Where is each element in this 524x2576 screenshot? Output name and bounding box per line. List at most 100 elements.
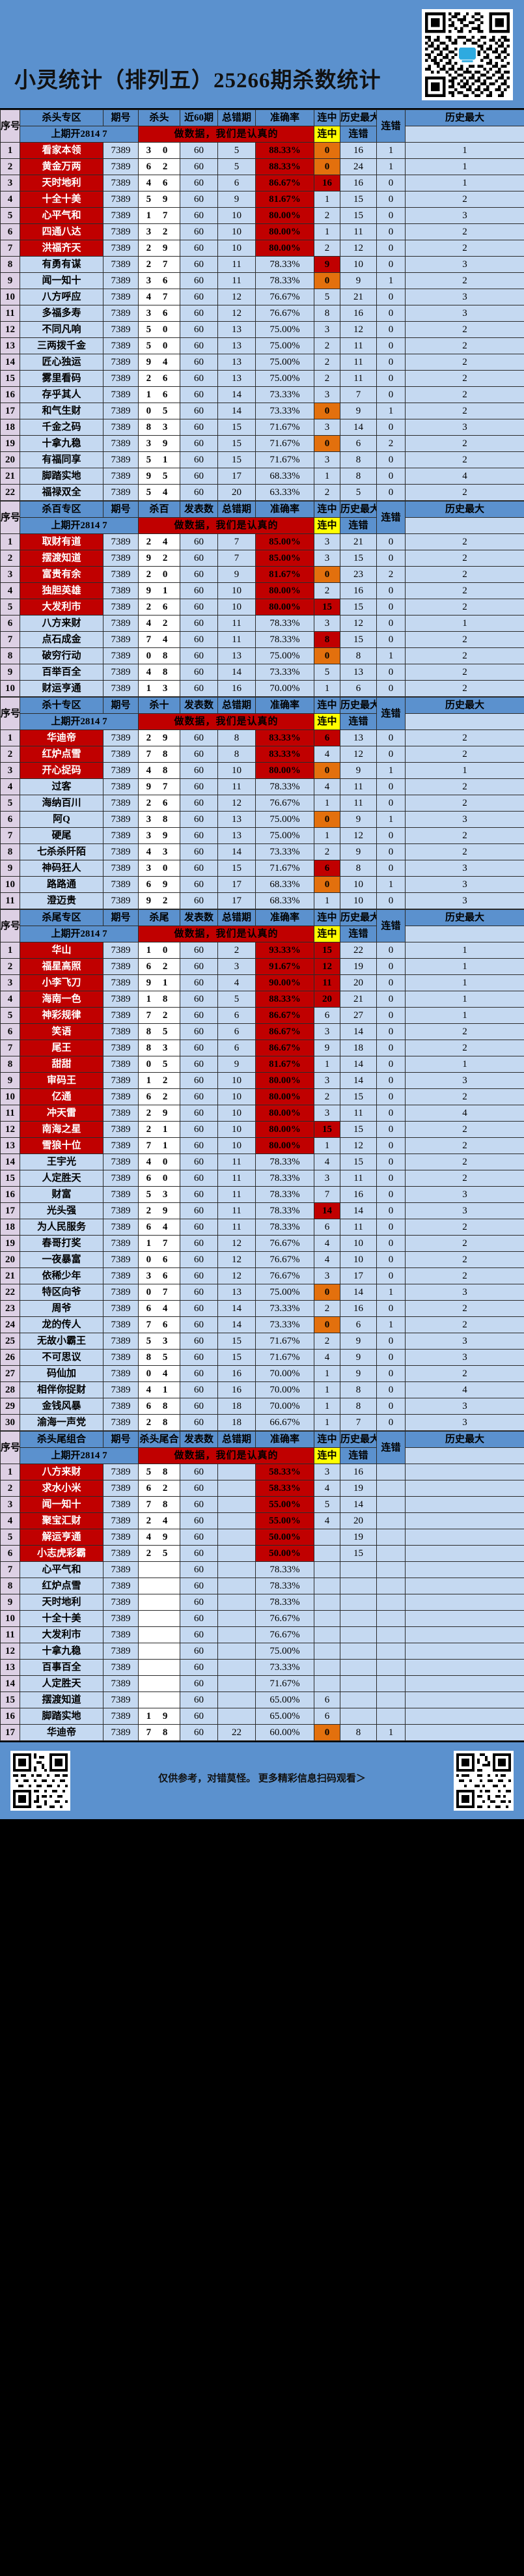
table-row[interactable]: 9 百举百全 7389 4 8 60 14 73.33% 5 13 0 2 <box>0 664 524 681</box>
table-row[interactable]: 17 华迪帝 7389 7 8 60 22 60.00% 0 8 1 <box>0 1724 524 1741</box>
table-row[interactable]: 29 金钱风暴 7389 6 8 60 18 70.00% 1 8 0 3 <box>0 1398 524 1415</box>
table-row[interactable]: 17 和气生财 7389 0 5 60 14 73.33% 0 9 1 2 <box>0 403 524 419</box>
row-expert-name[interactable]: 红炉点雪 <box>20 746 103 763</box>
row-expert-name[interactable]: 闻一知十 <box>20 1496 103 1513</box>
table-row[interactable]: 19 十拿九稳 7389 3 9 60 15 71.67% 0 6 2 2 <box>0 435 524 452</box>
table-row[interactable]: 10 路路通 7389 6 9 60 17 68.33% 0 10 1 3 <box>0 876 524 893</box>
row-expert-name[interactable]: 脚踏实地 <box>20 468 103 485</box>
table-row[interactable]: 7 点石成金 7389 7 4 60 11 78.33% 8 15 0 2 <box>0 631 524 648</box>
table-row[interactable]: 15 人定胜天 7389 6 0 60 11 78.33% 3 11 0 2 <box>0 1170 524 1187</box>
table-row[interactable]: 28 相伴你捉财 7389 4 1 60 16 70.00% 1 8 0 4 <box>0 1381 524 1398</box>
row-expert-name[interactable]: 为人民服务 <box>20 1219 103 1236</box>
row-expert-name[interactable]: 十全十美 <box>20 1610 103 1627</box>
table-row[interactable]: 2 福星高照 7389 6 2 60 3 91.67% 12 19 0 1 <box>0 958 524 975</box>
table-row[interactable]: 10 十全十美 7389 60 76.67% <box>0 1610 524 1627</box>
row-expert-name[interactable]: 海纳百川 <box>20 795 103 812</box>
table-row[interactable]: 6 阿Q 7389 3 8 60 13 75.00% 0 9 1 3 <box>0 811 524 828</box>
table-row[interactable]: 18 为人民服务 7389 6 4 60 11 78.33% 6 11 0 2 <box>0 1219 524 1236</box>
table-row[interactable]: 21 脚踏实地 7389 9 5 60 17 68.33% 1 8 0 4 <box>0 468 524 485</box>
row-expert-name[interactable]: 渝海一声党 <box>20 1414 103 1431</box>
row-expert-name[interactable]: 周爷 <box>20 1300 103 1317</box>
table-row[interactable]: 15 摆渡知道 7389 60 65.00% 6 <box>0 1691 524 1708</box>
row-expert-name[interactable]: 神彩规律 <box>20 1007 103 1024</box>
table-row[interactable]: 6 四通八达 7389 3 2 60 10 80.00% 1 11 0 2 <box>0 223 524 240</box>
table-row[interactable]: 2 红炉点雪 7389 7 8 60 8 83.33% 4 12 0 2 <box>0 746 524 763</box>
table-row[interactable]: 3 富贵有余 7389 2 0 60 9 81.67% 0 23 2 2 <box>0 566 524 583</box>
row-expert-name[interactable]: 百事百全 <box>20 1659 103 1676</box>
row-expert-name[interactable]: 阿Q <box>20 811 103 828</box>
table-row[interactable]: 5 海纳百川 7389 2 6 60 12 76.67% 1 11 0 2 <box>0 795 524 812</box>
row-expert-name[interactable]: 海南一色 <box>20 991 103 1008</box>
row-expert-name[interactable]: 心平气和 <box>20 1561 103 1578</box>
row-expert-name[interactable]: 雪狼十位 <box>20 1137 103 1154</box>
table-row[interactable]: 8 红炉点雪 7389 60 78.33% <box>0 1578 524 1594</box>
row-expert-name[interactable]: 百举百全 <box>20 664 103 681</box>
row-expert-name[interactable]: 多福多寿 <box>20 305 103 322</box>
row-expert-name[interactable]: 审码王 <box>20 1072 103 1089</box>
row-expert-name[interactable]: 洪福齐天 <box>20 240 103 257</box>
row-expert-name[interactable]: 富贵有余 <box>20 566 103 583</box>
table-row[interactable]: 4 过客 7389 9 7 60 11 78.33% 4 11 0 2 <box>0 778 524 795</box>
table-row[interactable]: 12 不同凡响 7389 5 0 60 13 75.00% 3 12 0 2 <box>0 321 524 338</box>
table-row[interactable]: 25 无故小霸王 7389 5 3 60 15 71.67% 2 9 0 3 <box>0 1333 524 1350</box>
qr-code-icon[interactable] <box>422 9 513 100</box>
row-expert-name[interactable]: 大发利市 <box>20 599 103 616</box>
table-row[interactable]: 20 一夜暴富 7389 0 6 60 12 76.67% 4 10 0 2 <box>0 1251 524 1268</box>
row-expert-name[interactable]: 春哥打奖 <box>20 1235 103 1252</box>
row-expert-name[interactable]: 取财有道 <box>20 533 103 550</box>
row-expert-name[interactable]: 脚踏实地 <box>20 1708 103 1725</box>
row-expert-name[interactable]: 人定胜天 <box>20 1675 103 1692</box>
row-expert-name[interactable]: 财运亨通 <box>20 680 103 697</box>
table-row[interactable]: 16 存乎其人 7389 1 6 60 14 73.33% 3 7 0 2 <box>0 386 524 403</box>
row-expert-name[interactable]: 尾王 <box>20 1040 103 1056</box>
table-row[interactable]: 15 雾里看码 7389 2 6 60 13 75.00% 2 11 0 2 <box>0 370 524 387</box>
row-expert-name[interactable]: 澄迈贵 <box>20 892 103 909</box>
table-row[interactable]: 2 求水小米 7389 6 2 60 58.33% 4 19 <box>0 1480 524 1497</box>
row-expert-name[interactable]: 光头强 <box>20 1202 103 1219</box>
row-expert-name[interactable]: 不同凡响 <box>20 321 103 338</box>
row-expert-name[interactable]: 存乎其人 <box>20 386 103 403</box>
table-row[interactable]: 18 千金之码 7389 8 3 60 15 71.67% 3 14 0 3 <box>0 419 524 436</box>
row-expert-name[interactable]: 三两拨千金 <box>20 337 103 354</box>
table-row[interactable]: 11 澄迈贵 7389 9 2 60 17 68.33% 1 10 0 3 <box>0 892 524 909</box>
row-expert-name[interactable]: 小志虎彩霸 <box>20 1545 103 1562</box>
table-row[interactable]: 8 有勇有谋 7389 2 7 60 11 78.33% 9 10 0 3 <box>0 256 524 273</box>
table-row[interactable]: 3 小李飞刀 7389 9 1 60 4 90.00% 11 20 0 1 <box>0 974 524 991</box>
row-expert-name[interactable]: 天时地利 <box>20 175 103 191</box>
row-expert-name[interactable]: 大发利市 <box>20 1626 103 1643</box>
row-expert-name[interactable]: 神码狂人 <box>20 860 103 877</box>
row-expert-name[interactable]: 一夜暴富 <box>20 1251 103 1268</box>
table-row[interactable]: 10 亿通 7389 6 2 60 10 80.00% 2 15 0 2 <box>0 1088 524 1105</box>
qr-code-icon[interactable] <box>10 1751 70 1811</box>
row-expert-name[interactable]: 有勇有谋 <box>20 256 103 273</box>
table-row[interactable]: 8 甜甜 7389 0 5 60 9 81.67% 1 14 0 1 <box>0 1056 524 1073</box>
table-row[interactable]: 4 独胆英雄 7389 9 1 60 10 80.00% 2 16 0 2 <box>0 582 524 599</box>
row-expert-name[interactable]: 华迪帝 <box>20 729 103 746</box>
table-row[interactable]: 16 脚踏实地 7389 1 9 60 65.00% 6 <box>0 1708 524 1725</box>
row-expert-name[interactable]: 心平气和 <box>20 207 103 224</box>
row-expert-name[interactable]: 金钱风暴 <box>20 1398 103 1415</box>
table-row[interactable]: 5 心平气和 7389 1 7 60 10 80.00% 2 15 0 3 <box>0 207 524 224</box>
row-expert-name[interactable]: 点石成金 <box>20 631 103 648</box>
table-row[interactable]: 1 华山 7389 1 0 60 2 93.33% 15 22 0 1 <box>0 942 524 959</box>
table-row[interactable]: 3 闻一知十 7389 7 8 60 55.00% 5 14 <box>0 1496 524 1513</box>
table-row[interactable]: 7 尾王 7389 8 3 60 6 86.67% 9 18 0 2 <box>0 1040 524 1056</box>
table-row[interactable]: 5 神彩规律 7389 7 2 60 6 86.67% 6 27 0 1 <box>0 1007 524 1024</box>
row-expert-name[interactable]: 十拿九稳 <box>20 1643 103 1660</box>
table-row[interactable]: 3 天时地利 7389 4 6 60 6 86.67% 16 16 0 1 <box>0 175 524 191</box>
table-row[interactable]: 17 光头强 7389 2 9 60 11 78.33% 14 14 0 3 <box>0 1202 524 1219</box>
row-expert-name[interactable]: 甜甜 <box>20 1056 103 1073</box>
table-row[interactable]: 11 大发利市 7389 60 76.67% <box>0 1626 524 1643</box>
table-row[interactable]: 4 聚宝汇财 7389 2 4 60 55.00% 4 20 <box>0 1512 524 1529</box>
table-row[interactable]: 6 小志虎彩霸 7389 2 5 60 50.00% 15 <box>0 1545 524 1562</box>
table-row[interactable]: 5 解运亨通 7389 4 9 60 50.00% 19 <box>0 1529 524 1546</box>
table-row[interactable]: 12 十拿九稳 7389 60 75.00% <box>0 1643 524 1660</box>
table-row[interactable]: 19 春哥打奖 7389 1 7 60 12 76.67% 4 10 0 2 <box>0 1235 524 1252</box>
row-expert-name[interactable]: 求水小米 <box>20 1480 103 1497</box>
row-expert-name[interactable]: 无故小霸王 <box>20 1333 103 1350</box>
table-row[interactable]: 6 八方来财 7389 4 2 60 11 78.33% 3 12 0 1 <box>0 615 524 632</box>
row-expert-name[interactable]: 闻一知十 <box>20 272 103 289</box>
table-row[interactable]: 1 八方来财 7389 5 8 60 58.33% 3 16 <box>0 1464 524 1480</box>
row-expert-name[interactable]: 七杀杀阡陌 <box>20 843 103 860</box>
row-expert-name[interactable]: 笑语 <box>20 1023 103 1040</box>
